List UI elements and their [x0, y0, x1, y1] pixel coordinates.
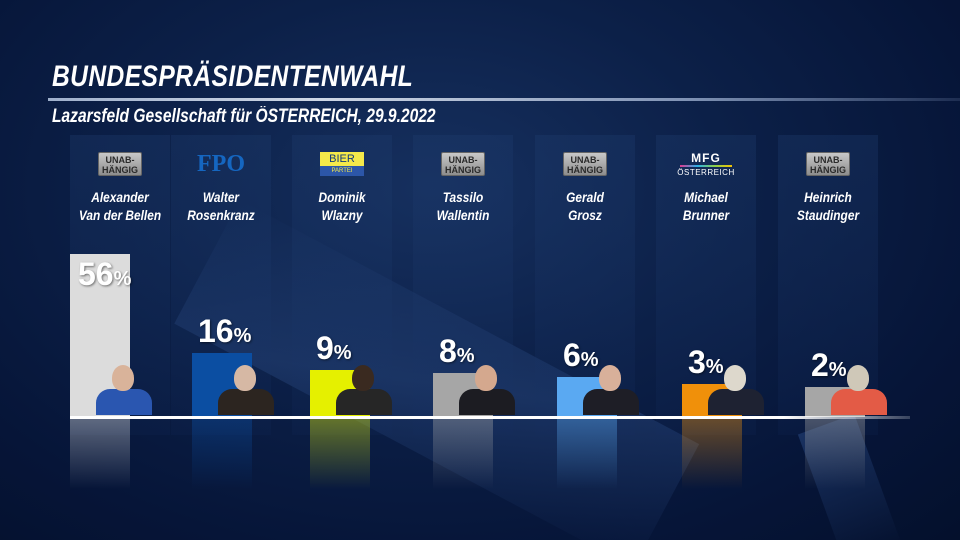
- candidate-name: Michael Brunner: [682, 189, 730, 223]
- mfg-logo: MFG ÖSTERREICH: [676, 152, 736, 178]
- percentage-label: 8%: [439, 333, 475, 369]
- candidate-name: Heinrich Staudinger: [796, 189, 860, 223]
- candidate-name: Tassilo Wallentin: [436, 189, 490, 223]
- bar-reflection: [433, 419, 493, 489]
- fpo-logo: FPO: [197, 151, 245, 177]
- candidate-name: Gerald Grosz: [566, 189, 604, 223]
- candidate-photo: [457, 365, 517, 415]
- candidate-photo: [94, 365, 154, 415]
- party-logo: BIER PARTEI: [292, 152, 392, 178]
- candidate-photo: [216, 365, 276, 415]
- candidate-name: Alexander Van der Bellen: [78, 189, 162, 223]
- unabhaengig-badge: UNAB- HÄNGIG: [806, 152, 850, 176]
- party-logo: UNAB- HÄNGIG: [778, 152, 878, 178]
- unabhaengig-badge: UNAB- HÄNGIG: [563, 152, 607, 176]
- logo-text: MFG: [691, 151, 721, 165]
- percentage-label: 16%: [198, 313, 252, 349]
- candidate-photo: [706, 365, 766, 415]
- bar-reflection: [192, 419, 252, 489]
- title-divider: [48, 98, 960, 101]
- party-logo: UNAB- HÄNGIG: [535, 152, 635, 178]
- percentage-label: 6%: [563, 337, 599, 373]
- bar-reflection: [557, 419, 617, 489]
- bar-reflection: [70, 419, 130, 489]
- bar-reflection: [805, 419, 865, 489]
- unabhaengig-badge: UNAB- HÄNGIG: [441, 152, 485, 176]
- candidate-name: Dominik Wlazny: [318, 189, 366, 223]
- chart-baseline: [70, 416, 910, 419]
- candidate-name: Walter Rosenkranz: [187, 189, 255, 223]
- unabhaengig-badge: UNAB- HÄNGIG: [98, 152, 142, 176]
- logo-text: ÖSTERREICH: [677, 168, 735, 177]
- percentage-label: 2%: [811, 347, 847, 383]
- percentage-label: 56%: [78, 256, 132, 292]
- party-logo: UNAB- HÄNGIG: [413, 152, 513, 178]
- candidate-photo: [829, 365, 889, 415]
- percentage-label: 3%: [688, 344, 724, 380]
- bier-partei-logo: BIER PARTEI: [320, 152, 364, 176]
- logo-stripe: [680, 165, 732, 167]
- percentage-label: 9%: [316, 330, 352, 366]
- party-logo: UNAB- HÄNGIG: [70, 152, 170, 178]
- party-logo: MFG ÖSTERREICH: [656, 152, 756, 178]
- logo-text: BIER: [320, 152, 364, 166]
- chart-title: BUNDESPRÄSIDENTENWAHL: [52, 60, 414, 93]
- chart-subtitle: Lazarsfeld Gesellschaft für ÖSTERREICH, …: [52, 106, 436, 127]
- party-logo: FPO: [171, 152, 271, 178]
- logo-text: PARTEI: [320, 166, 364, 176]
- bar-reflection: [310, 419, 370, 489]
- bar-reflection: [682, 419, 742, 489]
- candidate-photo: [581, 365, 641, 415]
- candidate-photo: [334, 365, 394, 415]
